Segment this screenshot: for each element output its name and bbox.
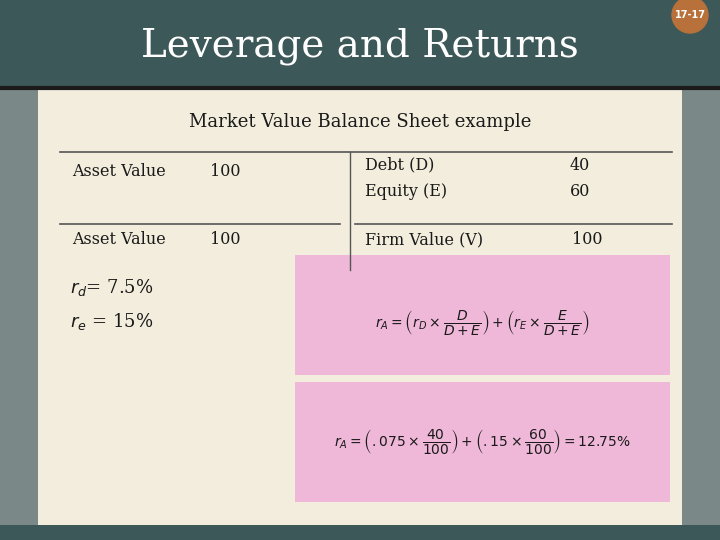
FancyBboxPatch shape: [682, 88, 720, 540]
Circle shape: [672, 0, 708, 33]
Text: 100: 100: [572, 232, 603, 248]
Text: Firm Value (V): Firm Value (V): [365, 232, 483, 248]
Text: Leverage and Returns: Leverage and Returns: [141, 27, 579, 65]
FancyBboxPatch shape: [295, 255, 670, 375]
Text: $r_A = \left(.075 \times \dfrac{40}{100}\right) + \left(.15 \times \dfrac{60}{10: $r_A = \left(.075 \times \dfrac{40}{100}…: [333, 428, 631, 456]
FancyBboxPatch shape: [38, 88, 682, 525]
Text: 100: 100: [210, 164, 240, 180]
Text: $r_e$ = 15%: $r_e$ = 15%: [70, 312, 153, 333]
Text: Equity (E): Equity (E): [365, 184, 447, 200]
Text: Market Value Balance Sheet example: Market Value Balance Sheet example: [189, 113, 531, 131]
FancyBboxPatch shape: [0, 0, 720, 88]
Text: 60: 60: [570, 184, 590, 200]
Text: 40: 40: [570, 157, 590, 173]
Text: 100: 100: [210, 232, 240, 248]
Text: $r_A = \left(r_D \times \dfrac{D}{D+E}\right) + \left(r_E \times \dfrac{E}{D+E}\: $r_A = \left(r_D \times \dfrac{D}{D+E}\r…: [374, 307, 589, 336]
Text: $r_d$= 7.5%: $r_d$= 7.5%: [70, 278, 153, 299]
FancyBboxPatch shape: [0, 525, 720, 540]
Text: Debt (D): Debt (D): [365, 157, 434, 173]
FancyBboxPatch shape: [0, 88, 38, 540]
Text: Asset Value: Asset Value: [72, 232, 166, 248]
Text: Asset Value: Asset Value: [72, 164, 166, 180]
Text: 17-17: 17-17: [675, 10, 706, 20]
FancyBboxPatch shape: [295, 382, 670, 502]
